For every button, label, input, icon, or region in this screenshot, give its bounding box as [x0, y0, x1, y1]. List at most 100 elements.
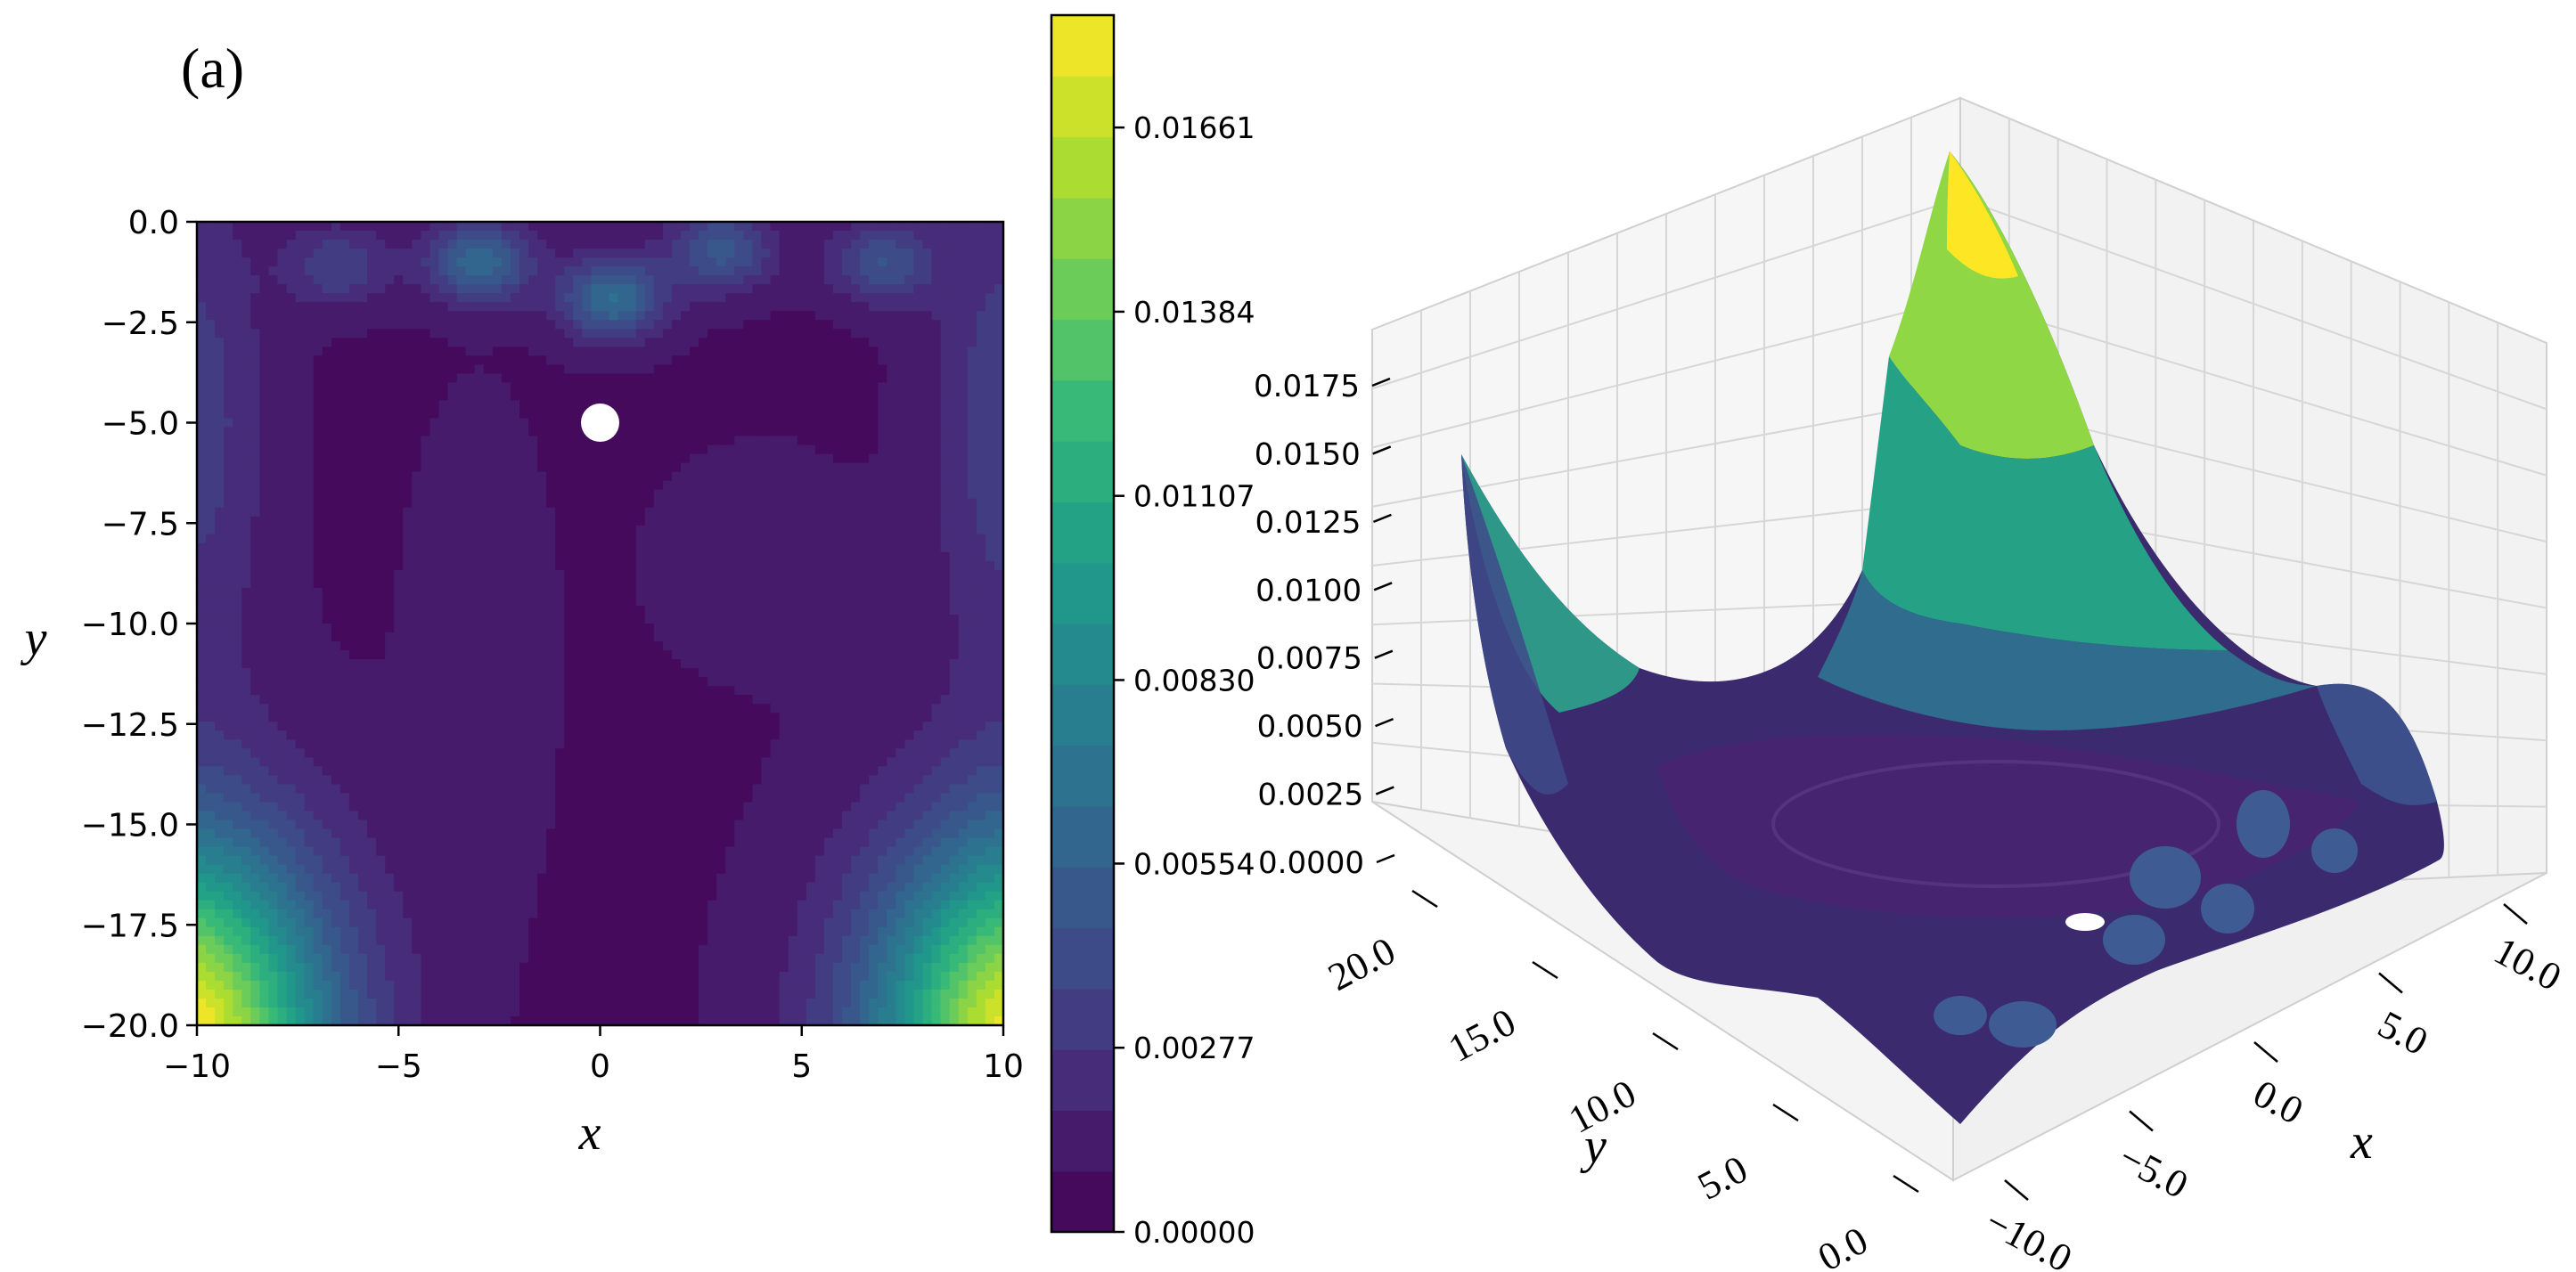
contour-cell: [510, 650, 520, 660]
contour-cell: [197, 480, 207, 491]
contour-cell: [626, 400, 637, 411]
contour-cell: [644, 293, 655, 303]
contour-cell: [465, 998, 476, 1008]
contour-cell: [546, 677, 556, 687]
contour-cell: [653, 819, 664, 830]
contour-cell: [591, 882, 601, 893]
contour-cell: [224, 596, 233, 607]
contour-cell: [573, 811, 583, 821]
contour-cell: [412, 364, 421, 374]
contour-cell: [474, 864, 485, 875]
contour-cell: [224, 222, 233, 232]
contour-cell: [537, 373, 547, 383]
contour-cell: [313, 953, 323, 964]
contour-cell: [501, 525, 511, 535]
contour-cell: [322, 444, 332, 455]
contour-cell: [662, 453, 673, 464]
contour-cell: [233, 873, 242, 884]
contour-cell: [573, 311, 583, 321]
contour-cell: [339, 837, 350, 848]
contour-cell: [537, 560, 547, 571]
contour-cell: [259, 802, 270, 812]
contour-cell: [519, 427, 529, 437]
contour-cell: [250, 569, 260, 580]
contour-cell: [600, 471, 610, 482]
contour-cell: [492, 989, 503, 999]
contour-cell: [447, 320, 458, 330]
contour-cell: [690, 418, 699, 428]
contour-cell: [555, 231, 565, 241]
contour-cell: [197, 409, 207, 420]
contour-cell: [429, 551, 440, 562]
contour-cell: [644, 980, 655, 991]
contour-cell: [403, 837, 413, 848]
contour-cell: [348, 266, 359, 276]
contour-cell: [250, 551, 260, 562]
contour-cell: [241, 713, 251, 722]
contour-cell: [662, 668, 673, 678]
contour-cell: [609, 739, 619, 749]
contour-cell: [582, 793, 593, 803]
contour-cell: [429, 775, 440, 785]
contour-cell: [483, 962, 494, 973]
contour-cell: [528, 275, 538, 285]
contour-cell: [447, 873, 458, 884]
contour-cell: [465, 686, 476, 696]
contour-cell: [447, 311, 458, 321]
contour-cell: [681, 347, 691, 356]
contour-cell: [626, 462, 637, 473]
contour-cell: [403, 766, 413, 776]
contour-cell: [259, 837, 270, 848]
contour-cell: [412, 793, 421, 803]
contour-cell: [339, 240, 350, 249]
contour-cell: [241, 686, 251, 696]
contour-cell: [644, 231, 655, 241]
contour-cell: [206, 819, 216, 830]
contour-cell: [492, 462, 503, 473]
contour-cell: [295, 989, 306, 999]
contour-cell: [421, 944, 431, 955]
contour-cell: [421, 624, 431, 633]
contour-cell: [510, 453, 520, 464]
contour-cell: [644, 962, 655, 973]
contour-cell: [528, 730, 538, 740]
contour-cell: [635, 864, 646, 875]
contour-cell: [313, 293, 323, 303]
contour-cell: [331, 802, 341, 812]
contour-cell: [286, 364, 297, 374]
contour-cell: [465, 873, 476, 884]
contour-cell: [367, 266, 377, 276]
contour-cell: [286, 775, 297, 785]
contour-cell: [447, 713, 458, 722]
contour-cell: [609, 257, 619, 267]
contour-cell: [626, 793, 637, 803]
contour-cell: [322, 266, 332, 276]
contour-cell: [286, 864, 297, 875]
contour-cell: [528, 480, 538, 491]
contour-cell: [339, 917, 350, 928]
contour-cell: [501, 275, 511, 285]
contour-cell: [600, 320, 610, 330]
contour-cell: [671, 917, 682, 928]
contour-cell: [474, 605, 485, 616]
contour-cell: [385, 837, 395, 848]
contour-cell: [295, 802, 306, 812]
contour-cell: [626, 882, 637, 893]
contour-cell: [295, 275, 306, 285]
contour-cell: [635, 302, 646, 312]
contour-cell: [268, 409, 279, 420]
contour-cell: [376, 373, 386, 383]
contour-cell: [600, 891, 610, 901]
contour-cell: [348, 302, 359, 312]
contour-cell: [644, 748, 655, 758]
contour-cell: [394, 900, 404, 910]
contour-cell: [277, 713, 288, 722]
contour-cell: [591, 596, 601, 607]
contour-cell: [348, 766, 359, 776]
contour-cell: [313, 855, 323, 866]
contour-cell: [671, 784, 682, 795]
contour-cell: [259, 624, 270, 633]
contour-cell: [626, 766, 637, 776]
contour-cell: [197, 560, 207, 571]
contour-cell: [331, 382, 341, 393]
